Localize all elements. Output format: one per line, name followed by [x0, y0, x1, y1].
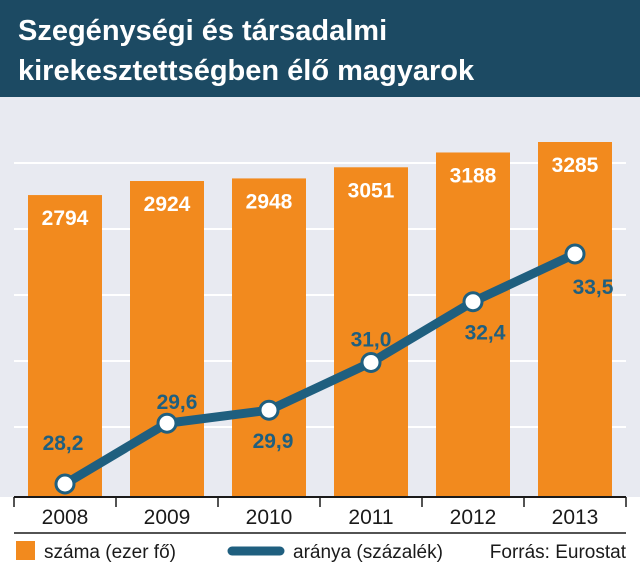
x-ticks-layer: [13, 497, 627, 507]
bar-label-2008: 2794: [42, 207, 89, 230]
bar-2009: [130, 181, 204, 497]
bar-2008: [28, 195, 102, 497]
bar-2011: [334, 167, 408, 498]
legend-bar-swatch: [16, 541, 35, 560]
bar-2013: [538, 142, 612, 497]
grid-lines: [14, 162, 626, 428]
line-point-2008: [54, 473, 76, 495]
bar-label-2011: 3051: [348, 179, 395, 202]
bar-label-2012: 3188: [450, 164, 497, 187]
x-tick-label-2012: 2012: [450, 506, 497, 529]
line-label-2012: 32,4: [465, 322, 506, 345]
title-line-2: kirekesztettségben élő magyarok: [18, 55, 475, 87]
x-tick-labels-layer: 2008 2009 2010 2011 2012 2013: [42, 506, 599, 529]
x-tick-label-2008: 2008: [42, 506, 89, 529]
title-line-1: Szegénységi és társadalmi: [18, 15, 387, 47]
bar-label-2013: 3285: [552, 154, 599, 177]
line-point-2010: [258, 399, 280, 421]
line-point-2009: [156, 412, 178, 434]
bar-2012: [436, 152, 510, 498]
bar-label-2010: 2948: [246, 190, 293, 213]
line-label-2008: 28,2: [43, 432, 84, 455]
line-label-2010: 29,9: [253, 430, 294, 453]
line-label-2013: 33,5: [573, 276, 614, 299]
line-label-2009: 29,6: [157, 391, 198, 414]
bar-labels-layer: 2794 2924 2948 3051 3188 3285: [42, 154, 599, 230]
bar-label-2009: 2924: [144, 193, 191, 216]
title-band: [0, 0, 640, 97]
x-tick-label-2013: 2013: [552, 506, 599, 529]
line-label-2011: 31,0: [351, 328, 392, 351]
source-label: Forrás: Eurostat: [490, 542, 627, 563]
x-tick-label-2009: 2009: [144, 506, 191, 529]
line-point-2012: [462, 291, 484, 313]
line-point-2011: [360, 351, 382, 373]
x-tick-label-2011: 2011: [348, 506, 393, 529]
line-point-2013: [564, 243, 586, 265]
line-points-layer: [54, 243, 586, 495]
legend-bar-label: száma (ezer fő): [44, 542, 176, 563]
legend-line-label: aránya (százalék): [293, 542, 443, 563]
line-labels-layer: 28,2 29,6 29,9 31,0 32,4 33,5: [43, 276, 614, 455]
bars-layer: [28, 142, 612, 498]
bar-2010: [232, 178, 306, 497]
x-tick-label-2010: 2010: [246, 506, 293, 529]
series-line-aranya: [60, 249, 580, 489]
